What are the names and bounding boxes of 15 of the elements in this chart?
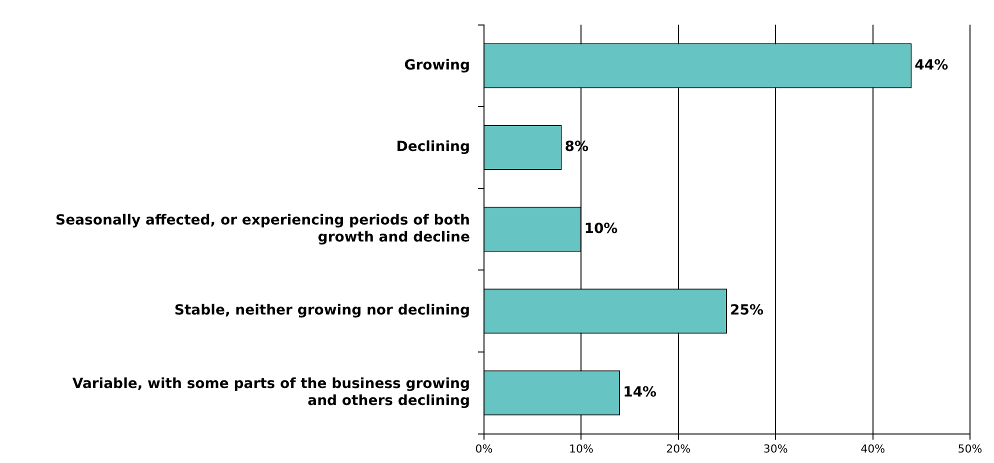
x-tick-label: 20% bbox=[666, 442, 691, 456]
x-tick-label: 50% bbox=[958, 442, 982, 456]
y-tick-label: Declining bbox=[396, 139, 470, 156]
x-tick-label: 0% bbox=[475, 442, 493, 456]
y-tick-label: Stable, neither growing nor declining bbox=[174, 302, 470, 319]
data-label: 14% bbox=[623, 384, 657, 401]
x-tick-label: 40% bbox=[860, 442, 886, 456]
y-tick-label: Variable, with some parts of the business growing and others declining bbox=[72, 376, 470, 409]
x-tick-label: 30% bbox=[763, 442, 788, 456]
y-tick-label: Seasonally affected, or experiencing periods of both growth and decline bbox=[56, 212, 470, 246]
x-tick-label: 10% bbox=[568, 442, 594, 456]
data-label: 25% bbox=[730, 302, 764, 319]
y-tick-label: Growing bbox=[404, 57, 470, 74]
data-label: 44% bbox=[914, 57, 948, 74]
data-label: 10% bbox=[584, 220, 618, 237]
